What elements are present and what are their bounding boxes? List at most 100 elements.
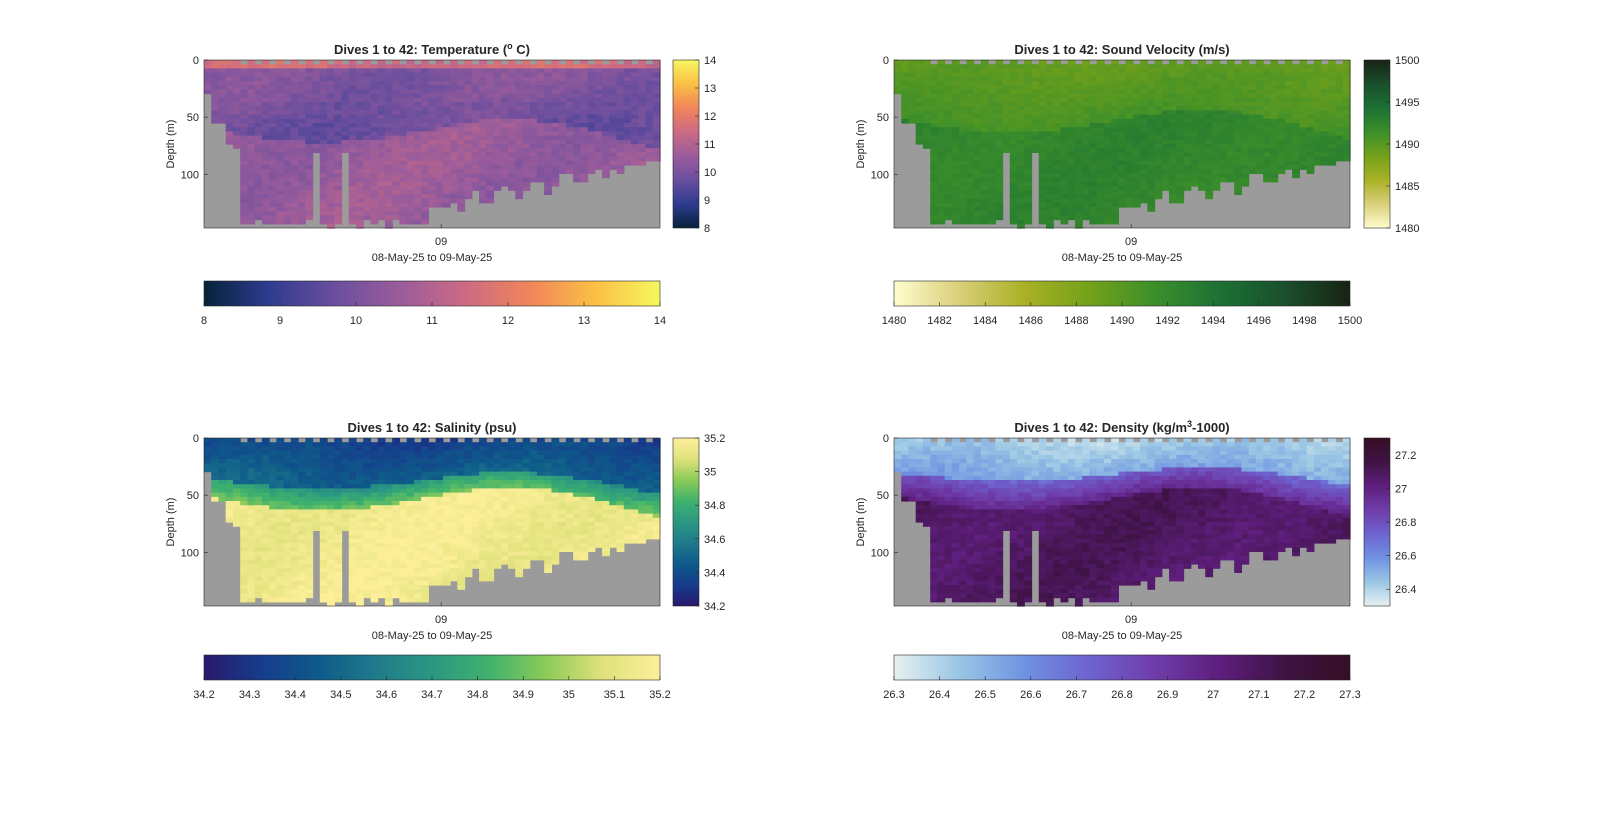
heatmap-cell xyxy=(356,543,364,548)
heatmap-cell xyxy=(1147,194,1156,200)
heatmap-cell xyxy=(269,471,277,477)
heatmap-cell xyxy=(377,194,386,200)
heatmap-cell xyxy=(1147,198,1156,204)
heatmap-cell xyxy=(631,89,639,95)
heatmap-cell xyxy=(392,202,401,208)
heatmap-cell xyxy=(363,72,372,78)
heatmap-cell xyxy=(652,60,661,65)
side-colorbar-tick-label: 1500 xyxy=(1395,55,1419,67)
heatmap-cell xyxy=(908,68,917,74)
heatmap-cell xyxy=(602,85,610,90)
heatmap-cell xyxy=(594,152,603,158)
heatmap-cell xyxy=(218,496,227,502)
heatmap-cell xyxy=(399,538,408,544)
heatmap-cell xyxy=(261,471,270,477)
heatmap-cell xyxy=(269,118,277,124)
heatmap-cell xyxy=(327,110,335,116)
heatmap-cell xyxy=(413,181,422,187)
heatmap-cell xyxy=(406,463,415,468)
heatmap-cell xyxy=(356,106,364,111)
heatmap-cell xyxy=(1169,68,1177,74)
heatmap-cell xyxy=(1277,152,1286,158)
heatmap-cell xyxy=(450,114,458,120)
heatmap-cell xyxy=(1212,68,1221,74)
heatmap-cell xyxy=(616,148,625,153)
heatmap-cell xyxy=(1284,106,1293,111)
heatmap-cell xyxy=(247,589,256,594)
heatmap-cell xyxy=(515,160,524,166)
heatmap-cell xyxy=(276,467,285,473)
heatmap-cell xyxy=(486,64,495,69)
heatmap-cell xyxy=(486,139,495,145)
heatmap-cell xyxy=(392,555,401,561)
heatmap-cell xyxy=(392,559,401,565)
heatmap-cell xyxy=(623,93,632,99)
heatmap-cell xyxy=(995,156,1004,162)
heatmap-cell xyxy=(406,446,415,452)
heatmap-cell xyxy=(269,114,277,120)
heatmap-cell xyxy=(261,152,270,158)
heatmap-cell xyxy=(442,139,451,145)
heatmap-cell xyxy=(536,131,545,137)
heatmap-cell xyxy=(1219,177,1228,183)
heatmap-cell xyxy=(1089,102,1098,107)
heatmap-cell xyxy=(908,72,917,78)
heatmap-cell xyxy=(428,186,437,191)
heatmap-cell xyxy=(363,194,372,200)
heatmap-cell xyxy=(594,131,603,137)
heatmap-cell xyxy=(247,538,256,544)
heatmap-cell xyxy=(363,93,372,99)
heatmap-cell xyxy=(305,186,314,191)
heatmap-cell xyxy=(319,114,328,120)
heatmap-cell xyxy=(1053,198,1062,204)
heatmap-cell xyxy=(413,72,422,78)
heatmap-cell xyxy=(544,85,553,90)
heatmap-cell xyxy=(312,81,321,86)
heatmap-cell xyxy=(915,123,924,128)
heatmap-cell xyxy=(973,85,982,90)
heatmap-cell xyxy=(551,114,560,120)
heatmap-cell xyxy=(204,442,212,447)
heatmap-cell xyxy=(1017,156,1025,162)
heatmap-cell xyxy=(457,169,466,174)
heatmap-cell xyxy=(435,102,444,107)
heatmap-cell xyxy=(1082,127,1091,132)
heatmap-cell xyxy=(348,152,357,158)
heatmap-cell xyxy=(1255,97,1264,103)
heatmap-cell xyxy=(1306,165,1315,170)
heatmap-cell xyxy=(406,202,415,208)
heatmap-cell xyxy=(479,169,487,174)
heatmap-cell xyxy=(558,106,567,111)
heatmap-cell xyxy=(1082,81,1091,86)
panel-2: Dives 1 to 42: Sound Velocity (m/s)05010… xyxy=(855,42,1419,327)
heatmap-cell xyxy=(1132,165,1141,170)
heatmap-cell xyxy=(399,517,408,523)
heatmap-cell xyxy=(269,450,277,456)
heatmap-cell xyxy=(1198,64,1206,69)
heatmap-cell xyxy=(1140,72,1148,78)
heatmap-cell xyxy=(558,160,567,166)
heatmap-cell xyxy=(988,114,996,120)
heatmap-cell xyxy=(1118,152,1127,158)
heatmap-cell xyxy=(1335,139,1344,145)
heatmap-cell xyxy=(290,177,299,183)
heatmap-cell xyxy=(312,450,321,456)
heatmap-cell xyxy=(544,169,553,174)
heatmap-cell xyxy=(1017,97,1025,103)
heatmap-cell xyxy=(500,148,509,153)
heatmap-cell xyxy=(319,442,328,447)
heatmap-cell xyxy=(225,471,234,477)
heatmap-cell xyxy=(1299,81,1308,86)
heatmap-cell xyxy=(1067,160,1076,166)
heatmap-cell xyxy=(1111,68,1119,74)
heatmap-cell xyxy=(915,76,924,82)
heatmap-cell xyxy=(356,186,364,191)
heatmap-cell xyxy=(254,173,263,179)
heatmap-cell xyxy=(341,72,350,78)
heatmap-cell xyxy=(1176,127,1185,132)
heatmap-cell xyxy=(1096,198,1105,204)
heatmap-cell xyxy=(930,181,939,187)
heatmap-cell xyxy=(1046,190,1054,195)
heatmap-cell xyxy=(522,177,531,183)
heatmap-cell xyxy=(421,118,429,124)
